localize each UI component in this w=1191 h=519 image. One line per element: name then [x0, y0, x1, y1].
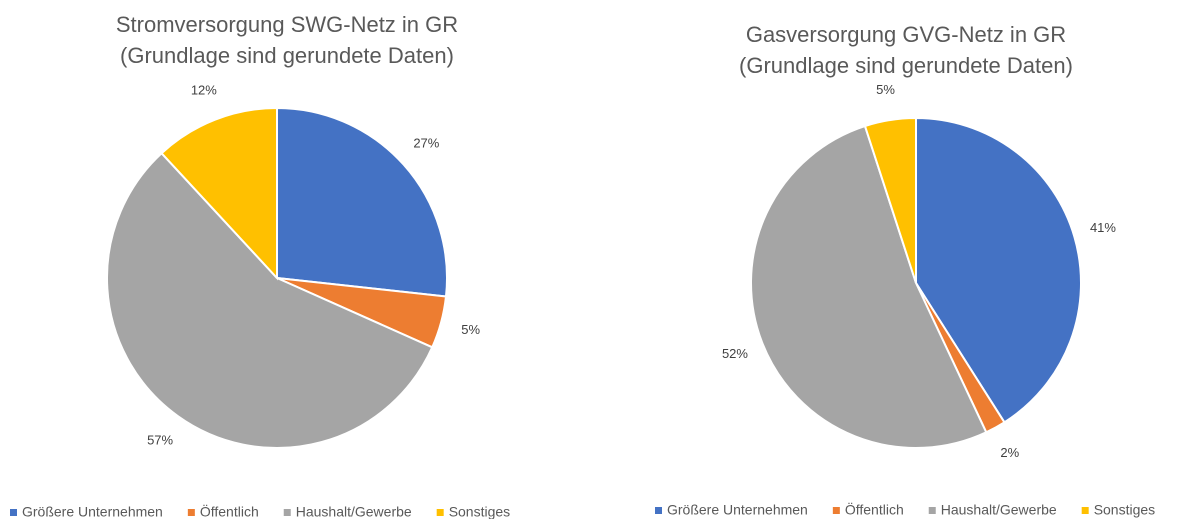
chart-title: (Grundlage sind gerundete Daten): [120, 43, 454, 68]
legend-swatch: [928, 507, 936, 514]
legend-swatch: [10, 509, 17, 516]
legend-swatch: [283, 509, 291, 516]
legend-label: Größere Unternehmen: [22, 504, 163, 519]
data-label: 27%: [413, 136, 439, 151]
legend-swatch: [187, 509, 195, 516]
data-label: 5%: [461, 322, 480, 337]
legend-label: Sonstiges: [1094, 502, 1155, 518]
pie-slice: [160, 106, 278, 281]
legend-swatch: [655, 507, 662, 514]
chart-title: Gasversorgung GVG-Netz in GR: [746, 22, 1066, 47]
data-label: 12%: [191, 83, 217, 98]
legend-swatch: [1081, 507, 1089, 514]
pie-slice: [750, 124, 988, 449]
data-label: 52%: [722, 346, 748, 361]
pie-slice: [863, 116, 917, 284]
pie-slice: [276, 106, 448, 298]
legend-swatch: [832, 507, 840, 514]
legend-label: Öffentlich: [200, 503, 259, 519]
legend-label: Sonstiges: [449, 504, 510, 519]
chart-title: Stromversorgung SWG-Netz in GR: [116, 12, 458, 37]
data-label: 5%: [876, 82, 895, 97]
legend-label: Haushalt/Gewerbe: [941, 502, 1057, 518]
data-label: 57%: [147, 432, 173, 447]
legend-swatch: [436, 509, 444, 516]
legend-label: Größere Unternehmen: [667, 502, 808, 518]
data-label: 41%: [1090, 220, 1116, 235]
pie-slice: [106, 151, 434, 449]
chart-title: (Grundlage sind gerundete Daten): [739, 53, 1073, 78]
legend-label: Haushalt/Gewerbe: [296, 504, 412, 519]
legend-label: Öffentlich: [845, 501, 904, 518]
data-label: 2%: [1000, 445, 1019, 460]
